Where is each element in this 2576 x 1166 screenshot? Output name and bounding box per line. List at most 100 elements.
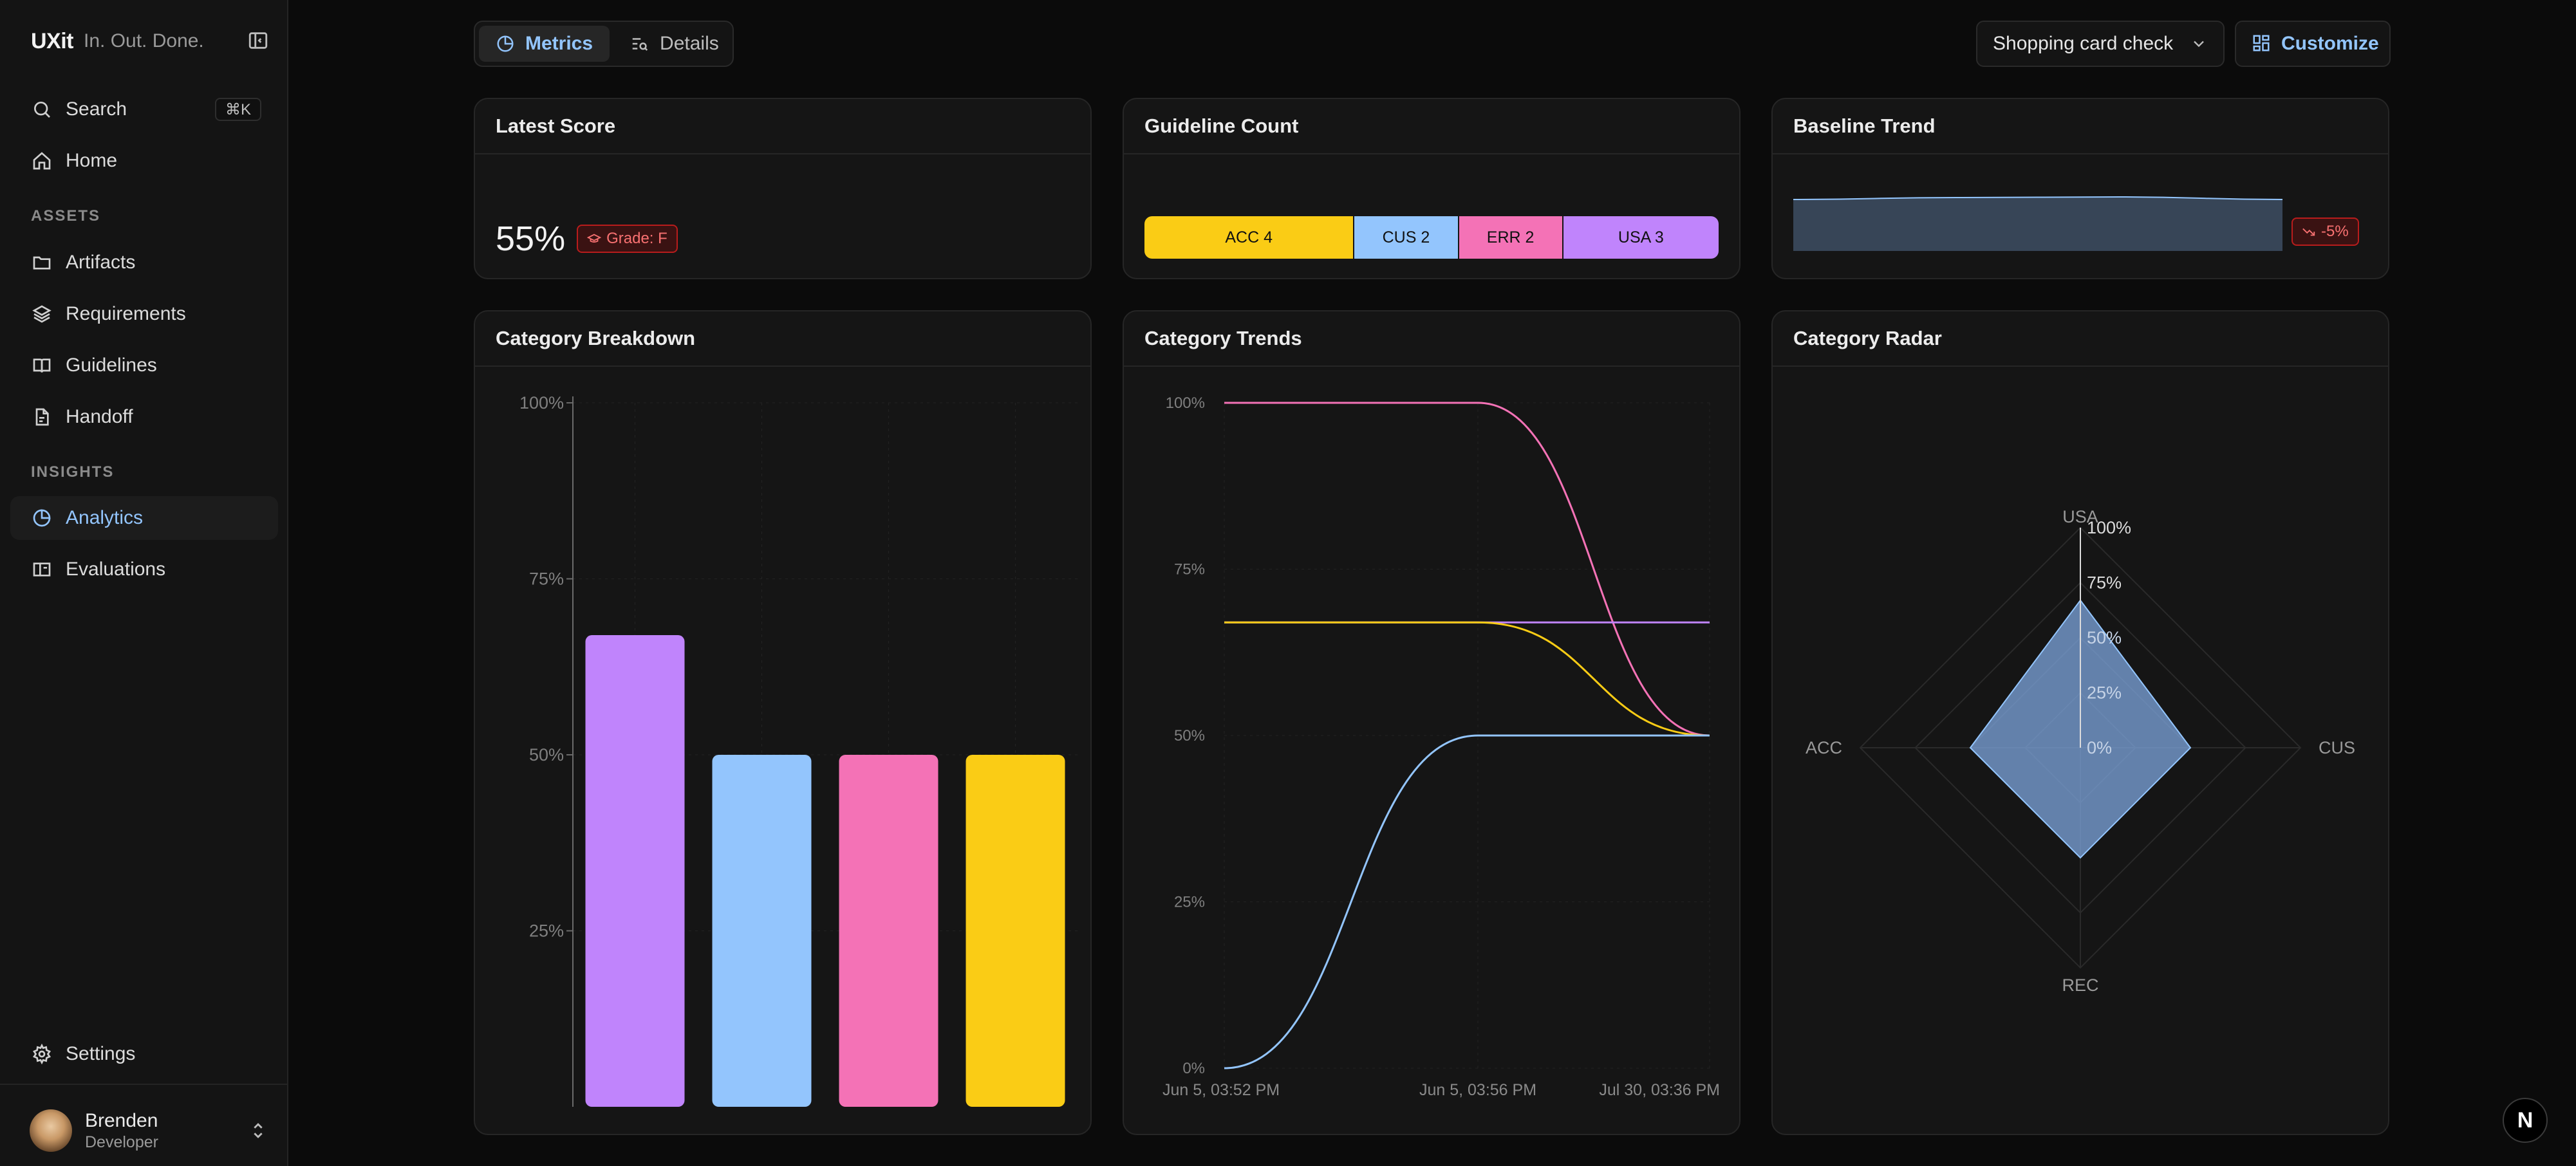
sidebar-item-label: Evaluations	[66, 559, 166, 580]
customize-label: Customize	[2281, 33, 2379, 54]
user-role: Developer	[85, 1133, 158, 1151]
section-label-assets: ASSETS	[31, 207, 101, 225]
bar-cus	[712, 755, 812, 1107]
radar-axis-label: ACC	[1806, 738, 1842, 757]
grade-badge: Grade: F	[577, 225, 678, 253]
nextjs-badge-icon[interactable]: N	[2503, 1098, 2548, 1143]
score-value: 55%	[496, 219, 566, 258]
sidebar-item-handoff[interactable]: Handoff	[10, 395, 278, 439]
score: 55% Grade: F	[496, 219, 678, 259]
guideline-segment[interactable]: CUS 2	[1353, 216, 1458, 259]
brand-name: UXit	[31, 28, 74, 53]
sidebar-item-artifacts[interactable]: Artifacts	[10, 241, 278, 284]
customize-button[interactable]: Customize	[2235, 21, 2391, 67]
radar-tick-label: 0%	[2087, 738, 2112, 757]
radar-tick-label: 25%	[2087, 683, 2122, 703]
radar-tick-label: 100%	[2087, 518, 2131, 537]
sidebar-divider	[0, 1084, 288, 1085]
y-tick-label: 25%	[1174, 894, 1205, 911]
baseline-sparkline	[1793, 196, 2282, 251]
home-icon	[31, 150, 53, 172]
baseline-line	[1793, 196, 2282, 200]
latest-score-card: Latest Score 55% Grade: F	[474, 98, 1092, 279]
guideline-stacked-bar: ACC 4 CUS 2 ERR 2 USA 3	[1144, 216, 1719, 259]
y-tick-label: 100%	[1166, 394, 1205, 412]
brand[interactable]: UXit In. Out. Done.	[31, 27, 204, 55]
sidebar-item-analytics[interactable]: Analytics	[10, 496, 278, 540]
y-tick-label: 25%	[529, 921, 564, 941]
dashboard-icon	[2252, 33, 2271, 54]
guideline-segment[interactable]: ERR 2	[1457, 216, 1562, 259]
bar-err	[839, 755, 938, 1107]
sidebar-item-label: Home	[66, 150, 118, 171]
view-tabs: Metrics Details	[474, 21, 734, 67]
card-title: Baseline Trend	[1773, 99, 2388, 154]
search-shortcut: ⌘K	[214, 98, 261, 121]
tab-label: Details	[660, 33, 719, 54]
sidebar: UXit In. Out. Done. Search ⌘K Home ASSET…	[0, 0, 288, 1166]
tab-metrics[interactable]: Metrics	[479, 26, 610, 62]
pie-chart-icon	[31, 507, 53, 529]
avatar	[30, 1109, 72, 1152]
radar-axis-label: CUS	[2319, 738, 2355, 757]
brand-tagline: In. Out. Done.	[84, 30, 204, 51]
y-tick-label: 75%	[529, 569, 564, 589]
card-title: Category Breakdown	[475, 311, 1090, 367]
project-select[interactable]: Shopping card check	[1976, 21, 2225, 67]
y-tick-label: 50%	[1174, 727, 1205, 745]
category-line-chart: 0% 25% 50% 75% 100% Jun 5, 03:52 PM Jun 5, 03:…	[1162, 394, 1720, 1099]
book-open-icon	[31, 559, 53, 580]
series-line	[1224, 734, 1710, 1069]
pie-chart-icon	[496, 33, 516, 54]
tab-label: Metrics	[525, 33, 593, 54]
trend-badge: -5%	[2291, 217, 2359, 246]
trend-delta: -5%	[2321, 223, 2349, 240]
graduation-cap-icon	[587, 234, 602, 243]
category-radar-card: Category Radar 0% 25% 50% 75% 100% USA CUS REC A…	[1771, 310, 2389, 1135]
sidebar-item-label: Analytics	[66, 507, 144, 528]
radar-axis-label: REC	[2062, 976, 2098, 995]
grade-text: Grade: F	[606, 230, 667, 247]
guideline-segment[interactable]: USA 3	[1562, 216, 1719, 259]
search-button[interactable]: Search ⌘K	[10, 88, 278, 131]
search-icon	[31, 98, 53, 120]
sidebar-item-label: Settings	[66, 1043, 136, 1064]
y-tick-label: 0%	[1182, 1060, 1205, 1077]
sidebar-item-label: Handoff	[66, 406, 133, 427]
tab-details[interactable]: Details	[613, 26, 736, 62]
book-icon	[31, 355, 53, 376]
series-line	[1224, 402, 1710, 737]
sidebar-item-home[interactable]: Home	[10, 139, 278, 183]
y-tick-label: 75%	[1174, 561, 1205, 578]
sidebar-item-requirements[interactable]: Requirements	[10, 292, 278, 336]
sidebar-item-label: Artifacts	[66, 252, 136, 273]
section-label-insights: INSIGHTS	[31, 463, 115, 481]
layers-icon	[31, 303, 53, 325]
chevron-up-down-icon	[247, 1120, 269, 1142]
file-icon	[31, 406, 53, 428]
y-tick-label: 100%	[519, 393, 564, 412]
project-select-value: Shopping card check	[1993, 33, 2174, 54]
card-title: Guideline Count	[1124, 99, 1739, 154]
user-menu[interactable]: Brenden Developer	[30, 1108, 269, 1153]
search-label: Search	[66, 98, 127, 120]
card-title: Category Trends	[1124, 311, 1739, 367]
radar-tick-label: 50%	[2087, 628, 2122, 647]
sidebar-item-guidelines[interactable]: Guidelines	[10, 344, 278, 387]
sidebar-item-label: Requirements	[66, 303, 186, 324]
bar-usa	[585, 635, 685, 1107]
list-search-icon	[630, 33, 651, 54]
bar-acc	[966, 755, 1065, 1107]
guideline-count-card: Guideline Count ACC 4 CUS 2 ERR 2 USA 3	[1123, 98, 1741, 279]
category-breakdown-card: Category Breakdown 25% 50% 75% 100%	[474, 310, 1092, 1135]
sidebar-item-settings[interactable]: Settings	[10, 1032, 278, 1076]
category-bar-chart: 25% 50% 75% 100%	[519, 393, 1080, 1107]
radar-tick-label: 75%	[2087, 573, 2122, 593]
guideline-segment[interactable]: ACC 4	[1144, 216, 1354, 259]
baseline-area	[1793, 197, 2282, 251]
gear-icon	[31, 1043, 53, 1065]
series-line	[1224, 621, 1710, 737]
sidebar-toggle-icon[interactable]	[247, 30, 269, 51]
baseline-trend-card: Baseline Trend -5%	[1771, 98, 2389, 279]
sidebar-item-evaluations[interactable]: Evaluations	[10, 548, 278, 591]
